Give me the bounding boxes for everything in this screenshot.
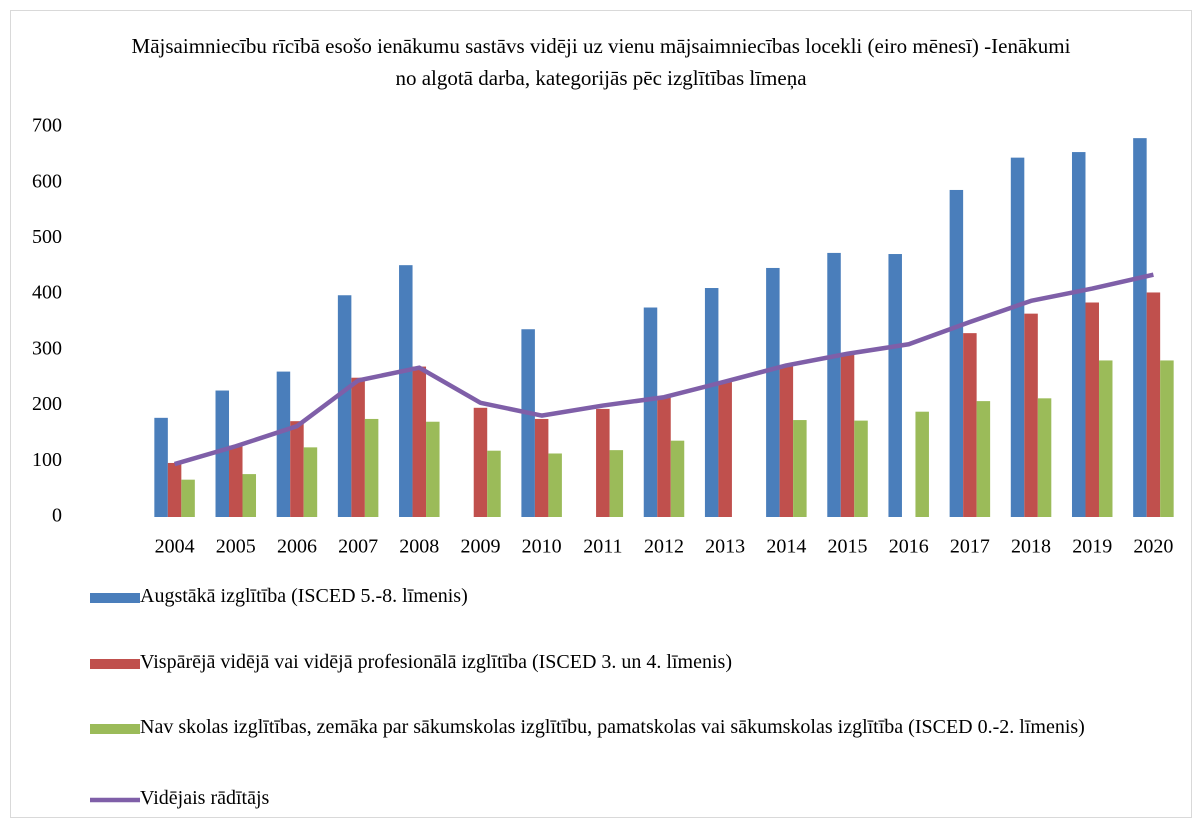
bar [534,418,549,517]
bar [337,295,352,517]
x-tick-label: 2009 [460,536,500,558]
x-tick-label: 2014 [766,536,806,558]
legend-box: Vidējais rādītājs [140,787,270,809]
y-tick-label: 600 [32,170,62,192]
x-tick-label: 2015 [828,536,868,558]
x-tick-label: 2017 [950,536,990,558]
bar [1133,138,1147,517]
legend-label: Vidējais rādītājs [140,787,270,809]
bar [303,447,318,517]
x-tick-label: 2019 [1072,536,1112,558]
bar [854,420,868,517]
bar [351,377,365,517]
x-tick-label: 2012 [644,536,684,558]
chart-title: Mājsaimniecību rīcībā esošo ienākumu sas… [131,34,1071,90]
bar [290,421,304,517]
bar [181,479,195,517]
bar [643,307,658,517]
title-box: Mājsaimniecību rīcībā esošo ienākumu sas… [131,34,1071,90]
bar [1085,302,1099,517]
y-tick-label: 100 [32,449,62,471]
legend-swatch [90,659,140,669]
bar [976,401,991,517]
bar [473,407,488,517]
x-tick-label: 2010 [522,536,562,558]
bar [718,381,732,517]
legend-box: Vispārējā vidējā vai vidējā profesionālā… [140,651,732,673]
bar [426,421,440,517]
y-tick-label: 0 [52,505,62,527]
y-tick-label: 700 [32,115,62,137]
legend-swatch [90,724,140,734]
x-tick-label: 2016 [889,536,929,558]
bar [154,417,168,517]
x-tick-label: 2006 [277,536,317,558]
x-tick-label: 2008 [399,536,439,558]
x-tick-label: 2007 [338,536,378,558]
bar [1010,157,1025,517]
bar [1098,360,1113,517]
bar [229,445,243,517]
bar [704,288,719,517]
y-tick-label: 500 [32,226,62,248]
bar [548,453,562,517]
line [173,272,1154,467]
legend-box: Augstākā izglītība (ISCED 5.-8. līmenis) [140,585,468,607]
bar [609,450,624,517]
bar [167,462,182,517]
bar [521,329,535,517]
bar [276,371,291,517]
x-tick-label: 2005 [216,536,256,558]
bar [242,474,257,517]
bar [888,254,902,517]
bar [963,333,977,517]
x-tick-label: 2011 [583,536,622,558]
legend-label: Nav skolas izglītības, zemāka par sākums… [140,716,1085,738]
bar [596,408,610,517]
bar [915,411,929,517]
bar [1037,398,1052,517]
bar [670,440,685,517]
bar [399,265,413,517]
y-tick-label: 200 [32,393,62,415]
bar [827,252,841,517]
bar [1160,360,1174,517]
legend-label: Augstākā izglītība (ISCED 5.-8. līmenis) [140,585,468,607]
bar [364,418,379,517]
legend-swatch [90,593,140,603]
bar [487,450,501,517]
bar [1071,152,1086,518]
x-tick-label: 2020 [1133,536,1173,558]
bar [215,390,230,517]
legend-label: Vispārējā vidējā vai vidējā profesionālā… [140,651,732,673]
bar [1146,292,1161,517]
bar [793,420,807,517]
bar [840,353,855,517]
y-tick-label: 300 [32,337,62,359]
x-tick-label: 2004 [155,536,195,558]
bar [657,397,671,517]
x-tick-label: 2013 [705,536,745,558]
y-tick-label: 400 [32,282,62,304]
bar [766,267,780,517]
bar [412,366,427,517]
bar [949,189,964,517]
legend-box: Nav skolas izglītības, zemāka par sākums… [140,716,1085,738]
bar [779,365,794,517]
x-tick-label: 2018 [1011,536,1051,558]
bar [1024,313,1038,517]
